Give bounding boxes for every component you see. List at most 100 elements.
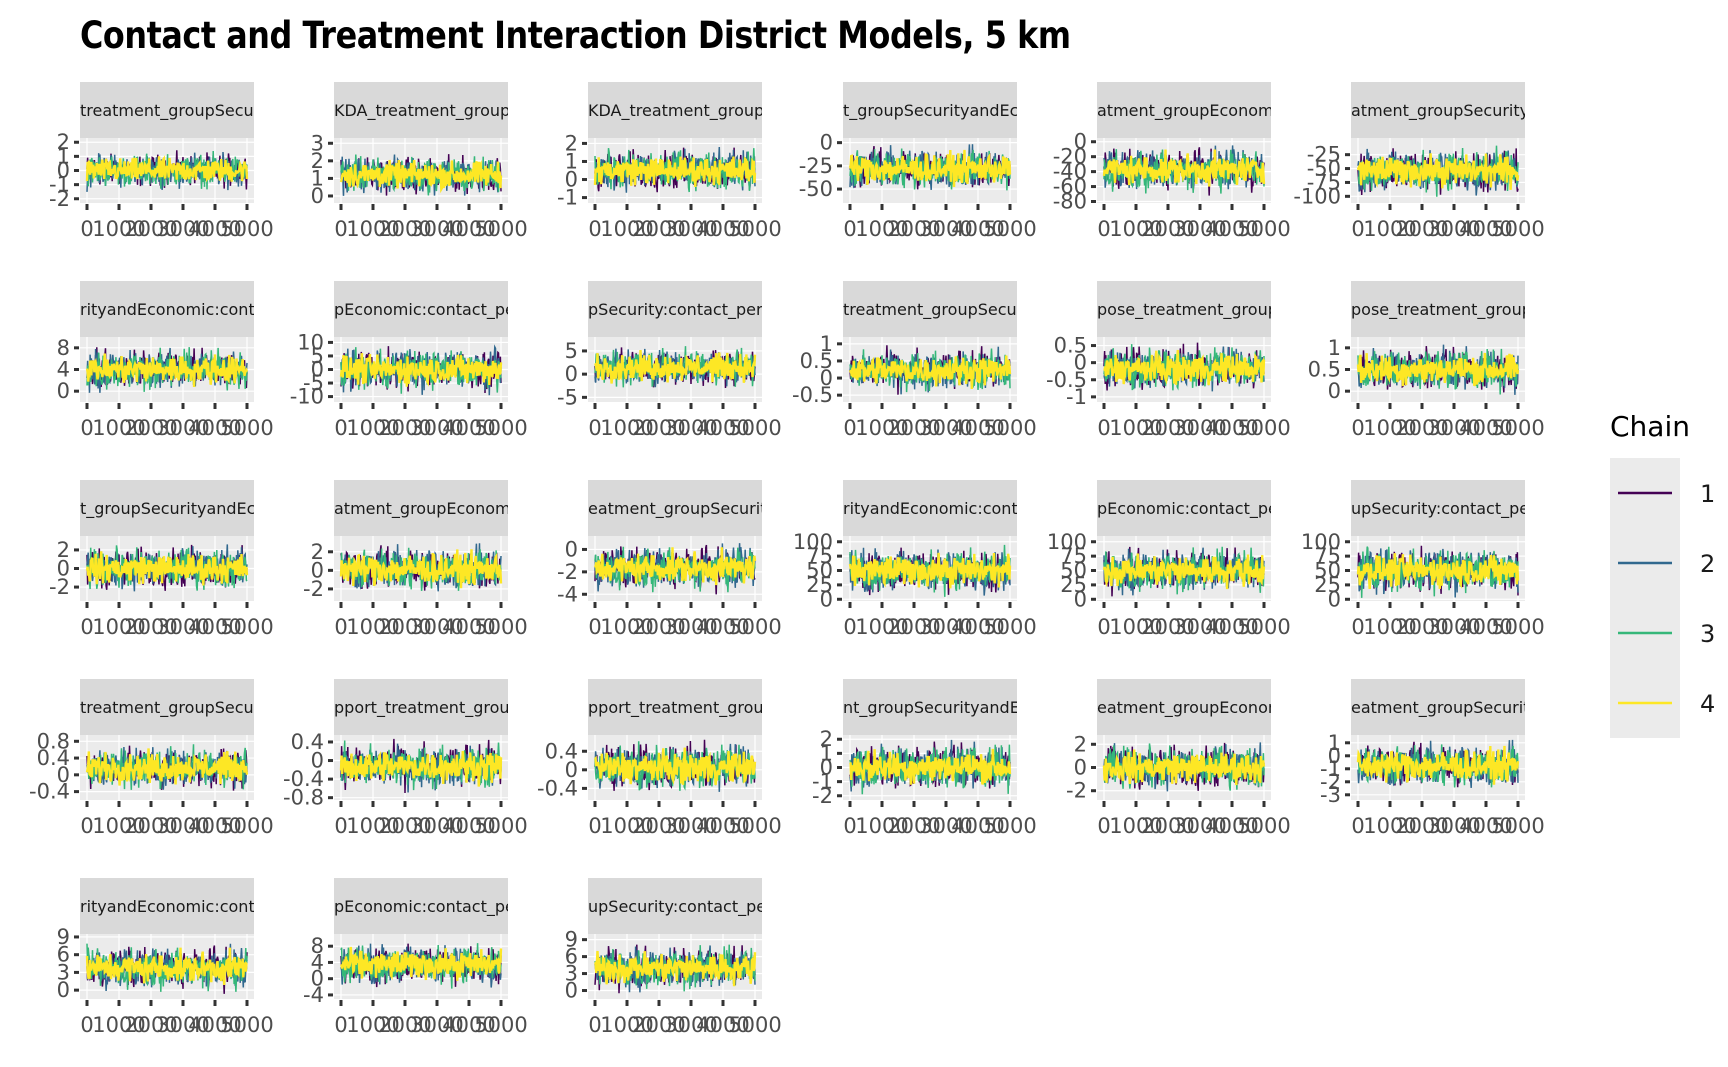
x-tick-label: 5000 <box>1237 217 1290 241</box>
facet-strip-label: rityandEconomic:contac <box>80 897 273 916</box>
x-tick-label: 1000 <box>600 615 653 639</box>
x-tick-label: 0 <box>1351 416 1364 440</box>
trace-chain-4 <box>339 159 503 194</box>
x-tick-label: 3000 <box>1173 814 1226 838</box>
facet-strip <box>80 281 254 337</box>
x-tick-label: 4000 <box>188 615 241 639</box>
x-tick-label: 5000 <box>220 1013 273 1037</box>
x-tick-label: 1000 <box>1363 615 1416 639</box>
y-tick-label: 0 <box>565 168 578 192</box>
y-tick-label: 0 <box>1074 351 1087 375</box>
x-tick-label: 2000 <box>632 1013 685 1037</box>
y-tick-label: 9 <box>565 928 578 952</box>
x-tick-label: 0 <box>1097 814 1110 838</box>
chart-title: Contact and Treatment Interaction Distri… <box>80 14 1071 57</box>
x-tick-label: 3000 <box>1427 416 1480 440</box>
x-tick-label: 5000 <box>983 615 1036 639</box>
x-tick-label: 1000 <box>346 615 399 639</box>
x-tick-label: 5000 <box>474 615 527 639</box>
y-tick-label: 75 <box>806 544 833 568</box>
facet-strip-label: KDA_treatment_groupEc <box>334 101 529 121</box>
facet-strip-label: upSecurity:contact_pers <box>1351 499 1544 519</box>
trace-lines <box>849 739 1012 795</box>
y-tick-label: 0.8 <box>37 729 70 753</box>
y-tick-label: 2 <box>311 149 324 173</box>
x-tick-label: 5000 <box>220 217 273 241</box>
legend-label-chain-1: 1 <box>1700 480 1715 508</box>
facet-strip <box>80 82 254 138</box>
facet-strip <box>334 82 508 138</box>
x-tick-label: 3000 <box>1173 416 1226 440</box>
x-tick-label: 4000 <box>442 1013 495 1037</box>
x-tick-label: 3000 <box>156 217 209 241</box>
x-tick-label: 4000 <box>442 615 495 639</box>
x-tick-label: 5000 <box>983 217 1036 241</box>
x-tick-label: 3000 <box>1427 217 1480 241</box>
y-tick-label: -2 <box>49 187 70 211</box>
facet-strip <box>588 82 762 138</box>
y-tick-label: -20 <box>1053 145 1087 169</box>
x-tick-label: 1000 <box>346 814 399 838</box>
x-tick-label: 1000 <box>600 416 653 440</box>
trace-lines <box>594 944 757 994</box>
y-tick-label: 50 <box>1060 559 1087 583</box>
x-tick-label: 4000 <box>1459 416 1512 440</box>
y-tick-label: 75 <box>1060 544 1087 568</box>
trace-lines <box>339 943 503 989</box>
x-tick-label: 3000 <box>1173 217 1226 241</box>
x-tick-label: 2000 <box>1141 217 1194 241</box>
facet-panel: rityandEconomic:contac963001000200030004… <box>57 878 274 1037</box>
x-tick-label: 1000 <box>92 416 145 440</box>
facet-panel: t_groupSecurityandEcon0-25-5001000200030… <box>799 82 1037 241</box>
y-tick-label: -0.4 <box>283 767 324 791</box>
y-tick-label: 4 <box>311 950 324 974</box>
y-tick-label: 25 <box>1314 573 1341 597</box>
trace-chain-4 <box>593 547 757 586</box>
x-tick-label: 0 <box>1097 615 1110 639</box>
x-tick-label: 0 <box>843 814 856 838</box>
y-tick-label: 0 <box>57 978 70 1002</box>
trace-lines <box>1103 342 1266 392</box>
trace-chain-4 <box>1103 349 1266 386</box>
x-tick-label: 1000 <box>1109 217 1162 241</box>
facet-strip <box>1097 281 1271 337</box>
facet-panel: atment_groupEconomic:20-2010002000300040… <box>303 480 528 639</box>
y-tick-label: -4 <box>557 582 578 606</box>
facet-strip-label: pose_treatment_groupS <box>1351 300 1542 320</box>
trace-chain-4 <box>1356 553 1520 589</box>
y-tick-label: 100 <box>793 530 833 554</box>
x-tick-label: 1000 <box>1363 814 1416 838</box>
y-tick-label: 3 <box>565 962 578 986</box>
facet-strip-label: eatment_groupSecurity: <box>1351 698 1543 718</box>
x-tick-label: 3000 <box>919 814 972 838</box>
facet-panel: pport_treatment_groupE0.40-0.4-0.8010002… <box>283 679 530 838</box>
x-tick-label: 0 <box>843 416 856 440</box>
y-tick-label: -80 <box>1053 190 1087 214</box>
trace-lines <box>848 144 1012 191</box>
x-tick-label: 4000 <box>951 416 1004 440</box>
facet-strip-label: pport_treatment_groupE <box>334 698 530 718</box>
facet-strip <box>334 679 508 735</box>
x-tick-label: 4000 <box>1459 615 1512 639</box>
trace-lines <box>85 943 248 994</box>
facet-strip-label: treatment_groupSecurity <box>80 101 280 121</box>
facet-strip-label: pport_treatment_groupS <box>588 698 784 718</box>
y-tick-label: 2 <box>57 130 70 154</box>
facet-panel: eatment_groupSecurity:10-1-2-30100020003… <box>1320 679 1545 838</box>
facet-strip-label: treatment_groupSecurity <box>843 300 1043 320</box>
legend-key-background <box>1610 458 1680 738</box>
facet-panel: pose_treatment_groupS10.5001000200030004… <box>1308 281 1545 440</box>
x-tick-label: 1000 <box>1109 814 1162 838</box>
x-tick-label: 0 <box>334 814 347 838</box>
facet-strip-label: pEconomic:contact_pers <box>334 897 530 917</box>
facet-strip-label: rityandEconomic:contac <box>843 499 1036 518</box>
y-tick-label: 0 <box>1074 756 1087 780</box>
y-tick-label: 9 <box>57 925 70 949</box>
y-tick-label: 2 <box>311 540 324 564</box>
facet-strip-label: eatment_groupSecurity:c <box>588 499 789 519</box>
facet-strip <box>1097 82 1271 138</box>
y-tick-label: -50 <box>1307 157 1341 181</box>
x-tick-label: 4000 <box>442 217 495 241</box>
x-tick-label: 1000 <box>92 1013 145 1037</box>
y-tick-label: 6 <box>565 945 578 969</box>
